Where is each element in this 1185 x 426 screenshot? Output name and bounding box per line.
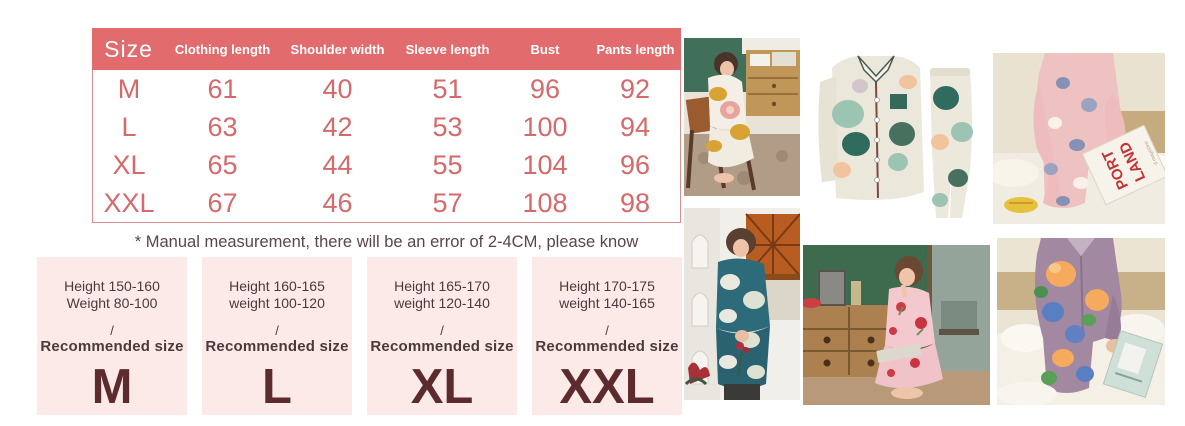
row-m-label: M <box>117 73 141 104</box>
weight-range: weight 100-120 <box>229 295 325 311</box>
table-cell: 94 <box>619 111 651 142</box>
table-cell: 104 <box>522 149 568 180</box>
table-cell: 44 <box>322 149 353 180</box>
height-range: Height 170-175 <box>559 278 655 294</box>
recommended-size-value: XXL <box>559 360 655 414</box>
row-xl-label: XL <box>112 149 146 180</box>
header-cell-clothing-length: Clothing length <box>174 41 271 57</box>
header-cell-shoulder-width: Shoulder width <box>290 41 385 57</box>
table-cell: 57 <box>432 187 463 218</box>
table-cell: 46 <box>322 187 353 218</box>
table-cell: 61 <box>207 73 238 104</box>
height-range: Height 160-165 <box>229 278 325 294</box>
header-cell-sleeve-length: Sleeve length <box>405 41 490 57</box>
table-cell: 51 <box>432 73 463 104</box>
table-cell: 55 <box>432 149 463 180</box>
height-range: Height 150-160 <box>64 278 160 294</box>
recommended-size-label: Recommended size <box>370 338 514 355</box>
weight-range: weight 140-165 <box>559 295 655 311</box>
divider: / <box>605 323 609 338</box>
product-photo-mauve-pajamas <box>997 238 1165 405</box>
header-cell-bust: Bust <box>530 41 560 57</box>
product-photo-pink-bed: PORT LAND d magazine <box>993 53 1165 224</box>
table-cell: 96 <box>529 73 561 104</box>
header-cell-pants-length: Pants length <box>596 41 675 57</box>
row-l-label: L <box>121 111 137 142</box>
recommended-size-label: Recommended size <box>535 338 679 355</box>
product-photo-pink-dresser <box>803 245 990 405</box>
product-photo-yellow-pajamas <box>684 38 800 196</box>
divider: / <box>110 323 114 338</box>
table-cell: 65 <box>207 149 238 180</box>
divider: / <box>275 323 279 338</box>
divider: / <box>440 323 444 338</box>
recommendation-box-l: Height 160-165 weight 100-120 / Recommen… <box>202 257 352 415</box>
header-cell-size: Size <box>104 35 153 62</box>
recommended-size-value: M <box>91 360 133 414</box>
table-cell: 98 <box>619 187 651 218</box>
weight-range: Weight 80-100 <box>66 295 158 311</box>
recommendation-box-m: Height 150-160 Weight 80-100 / Recommend… <box>37 257 187 415</box>
table-cell: 96 <box>619 149 651 180</box>
table-cell: 92 <box>619 73 651 104</box>
weight-range: weight 120-140 <box>394 295 490 311</box>
magazine-port-land: PORT LAND d magazine <box>1081 124 1165 206</box>
recommended-size-value: XL <box>410 360 474 414</box>
table-cell: 40 <box>322 73 353 104</box>
row-xxl-label: XXL <box>103 187 155 218</box>
table-cell: 100 <box>522 111 568 142</box>
measurement-note: * Manual measurement, there will be an e… <box>134 233 639 251</box>
recommendation-box-xl: Height 165-170 weight 120-140 / Recommen… <box>367 257 517 415</box>
table-cell: 63 <box>207 111 238 142</box>
height-range: Height 165-170 <box>394 278 490 294</box>
product-photo-teal-pajamas <box>684 208 800 400</box>
table-cell: 42 <box>322 111 353 142</box>
size-table-header-row: Size Clothing length Shoulder width Slee… <box>92 28 681 70</box>
table-cell: 53 <box>432 111 463 142</box>
size-table-body: M 61 40 51 96 92 L 63 42 53 100 94 XL 65… <box>92 70 681 223</box>
table-cell: 67 <box>207 187 238 218</box>
mint-magazine <box>1102 329 1164 399</box>
product-photo-flat-lay-set <box>812 42 977 226</box>
recommendation-box-xxl: Height 170-175 weight 140-165 / Recommen… <box>532 257 682 415</box>
recommended-size-label: Recommended size <box>205 338 349 355</box>
table-cell: 108 <box>522 187 568 218</box>
recommended-size-value: L <box>262 360 292 414</box>
size-table: Size Clothing length Shoulder width Slee… <box>92 28 681 223</box>
recommended-size-label: Recommended size <box>40 338 184 355</box>
